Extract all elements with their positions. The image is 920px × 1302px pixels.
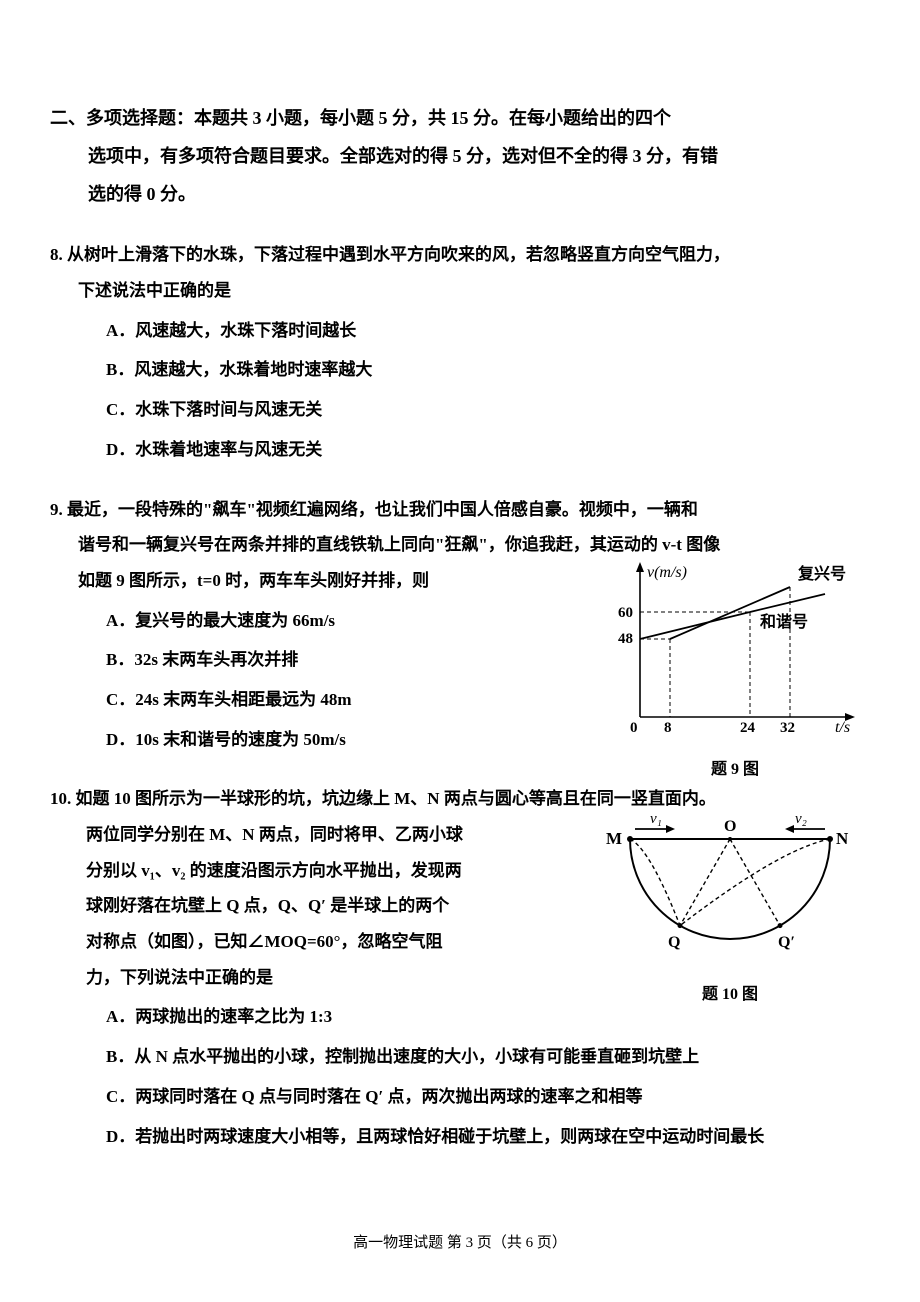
q8-number: 8.: [50, 237, 63, 273]
q10-label-M: M: [606, 829, 622, 848]
q8-option-c: C．水珠下落时间与风速无关: [106, 392, 870, 428]
question-10: 10. 如题 10 图所示为一半球形的坑，坑边缘上 M、N 两点与圆心等高且在同…: [50, 781, 870, 1154]
q9-label-fuxing: 复兴号: [797, 564, 846, 583]
q9-xlabel: t/s: [835, 719, 850, 736]
q9-label-hexie: 和谐号: [760, 612, 808, 631]
q10-figure-caption: 题 10 图: [600, 978, 860, 1012]
q9-stem-a: 最近，一段特殊的"飙车"视频红遍网络，也让我们中国人倍感自豪。视频中，一辆和: [67, 500, 698, 519]
q9-origin: 0: [630, 720, 638, 736]
q10-label-O: O: [724, 818, 736, 835]
q10-figure: M N O Q Q′ v₁ v₂ 题 10 图: [600, 809, 860, 989]
q10-stem-d: 球刚好落在坑壁上 Q 点，Q、Q′ 是半球上的两个: [86, 896, 449, 915]
q9-option-d: D．10s 末和谐号的速度为 50m/s: [106, 722, 570, 758]
q9-option-a: A．复兴号的最大速度为 66m/s: [106, 603, 570, 639]
q10-label-v1: v₁: [650, 811, 662, 827]
q10-stem-e: 对称点（如图），已知∠MOQ=60°，忽略空气阻: [86, 932, 442, 951]
q10-option-b: B．从 N 点水平抛出的小球，控制抛出速度的大小，小球有可能垂直砸到坑壁上: [106, 1039, 870, 1075]
q9-xtick-32: 32: [780, 720, 795, 736]
section-title-line2: 选项中，有多项符合题目要求。全部选对的得 5 分，选对但不全的得 3 分，有错: [50, 138, 870, 176]
q10-option-d: D．若抛出时两球速度大小相等，且两球恰好相碰于坑壁上，则两球在空中运动时间最长: [106, 1119, 870, 1155]
question-9: 9. 最近，一段特殊的"飙车"视频红遍网络，也让我们中国人倍感自豪。视频中，一辆…: [50, 492, 870, 758]
q9-option-c: C．24s 末两车头相距最远为 48m: [106, 682, 570, 718]
q9-ylabel: v(m/s): [647, 564, 687, 581]
q9-stem-b: 谐号和一辆复兴号在两条并排的直线铁轨上同向"狂飙"，你追我赶，其运动的 v-t …: [78, 535, 720, 554]
q10-stem-f: 力，下列说法中正确的是: [86, 968, 273, 987]
q10-label-N: N: [836, 829, 849, 848]
q10-label-Qp: Q′: [778, 934, 795, 951]
page-footer: 高一物理试题 第 3 页（共 6 页）: [0, 1231, 920, 1252]
q9-ytick-48: 48: [618, 631, 633, 647]
q9-xtick-8: 8: [664, 720, 672, 736]
q10-number: 10.: [50, 781, 71, 817]
section-title-line1: 二、多项选择题：本题共 3 小题，每小题 5 分，共 15 分。在每小题给出的四…: [50, 100, 870, 138]
q10-stem-b: 两位同学分别在 M、N 两点，同时将甲、乙两小球: [86, 825, 463, 844]
q9-graph-svg: v(m/s) 60 48 0 8 24 32 t/s 复兴号 和谐号: [600, 557, 870, 737]
q8-option-a: A．风速越大，水珠下落时间越长: [106, 313, 870, 349]
q10-diagram-svg: M N O Q Q′ v₁ v₂: [600, 809, 860, 959]
q9-number: 9.: [50, 492, 63, 528]
q10-option-c: C．两球同时落在 Q 点与同时落在 Q′ 点，两次抛出两球的速率之和相等: [106, 1079, 870, 1115]
section-title-line3: 选的得 0 分。: [50, 176, 870, 214]
section-header: 二、多项选择题：本题共 3 小题，每小题 5 分，共 15 分。在每小题给出的四…: [50, 100, 870, 213]
q10-stem-a: 如题 10 图所示为一半球形的坑，坑边缘上 M、N 两点与圆心等高且在同一竖直面…: [76, 789, 716, 808]
q10-label-v2: v₂: [795, 811, 807, 827]
q8-stem-a: 从树叶上滑落下的水珠，下落过程中遇到水平方向吹来的风，若忽略竖直方向空气阻力，: [67, 245, 730, 264]
q9-xtick-24: 24: [740, 720, 756, 736]
q8-stem-b: 下述说法中正确的是: [78, 281, 231, 300]
q10-stem-c: 分别以 v₁、v₂ 的速度沿图示方向水平抛出，发现两: [86, 861, 462, 880]
question-8: 8. 从树叶上滑落下的水珠，下落过程中遇到水平方向吹来的风，若忽略竖直方向空气阻…: [50, 237, 870, 467]
q9-option-b: B．32s 末两车头再次并排: [106, 642, 570, 678]
q10-label-Q: Q: [668, 934, 680, 951]
q9-ytick-60: 60: [618, 605, 633, 621]
q9-stem-c: 如题 9 图所示，t=0 时，两车车头刚好并排，则: [78, 571, 429, 590]
q9-figure: v(m/s) 60 48 0 8 24 32 t/s 复兴号 和谐号: [600, 557, 870, 767]
q8-option-b: B．风速越大，水珠着地时速率越大: [106, 352, 870, 388]
q8-option-d: D．水珠着地速率与风速无关: [106, 432, 870, 468]
